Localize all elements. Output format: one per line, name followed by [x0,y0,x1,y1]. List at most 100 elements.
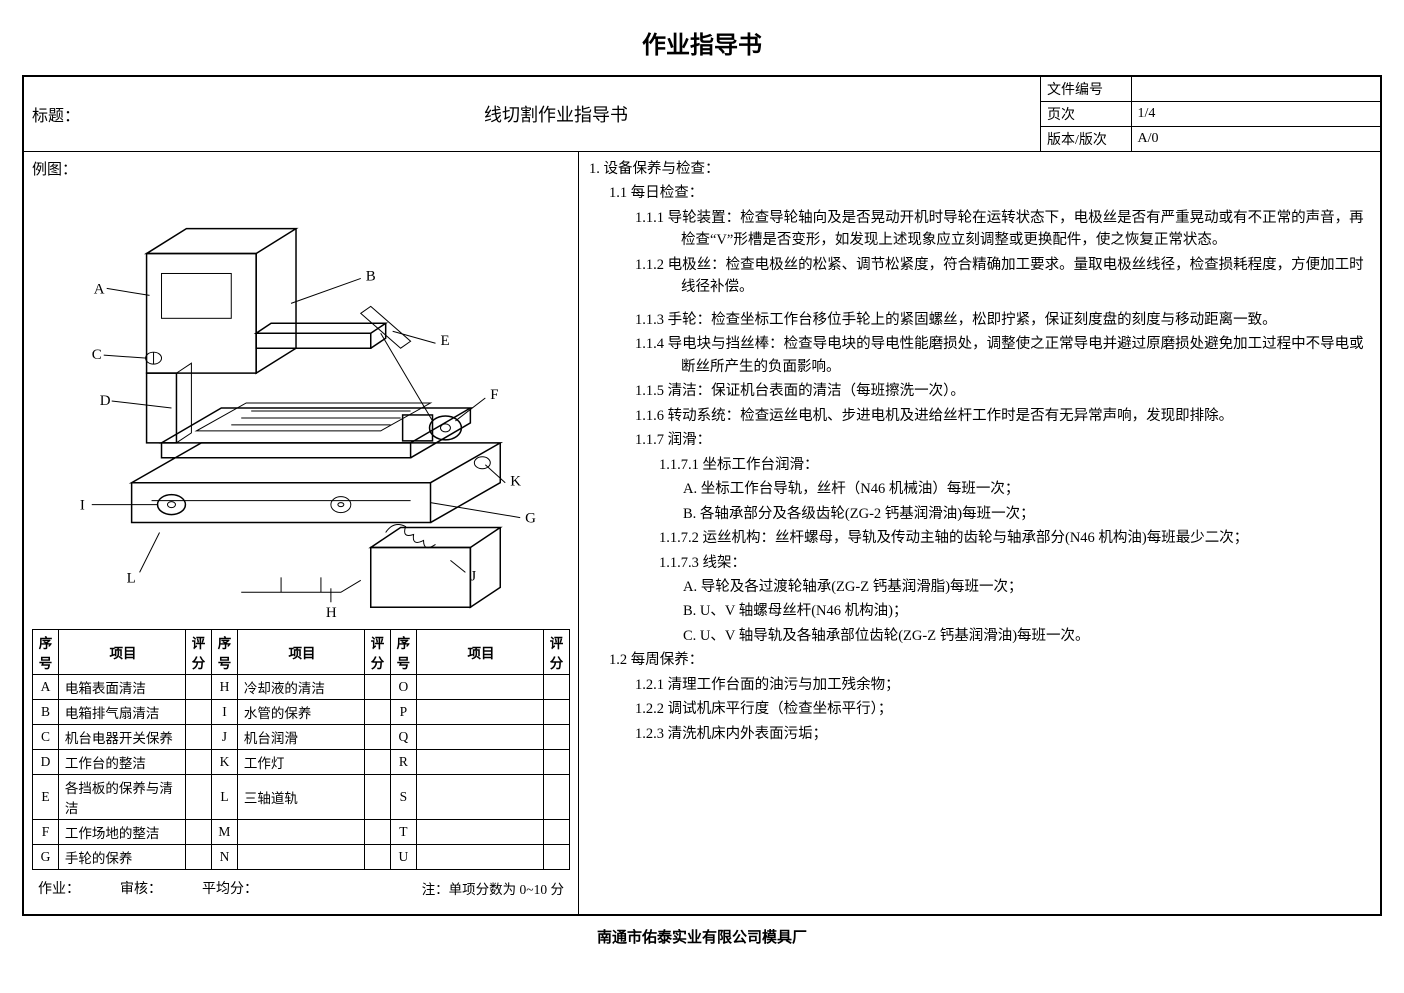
lbl-j: J [470,568,476,584]
footer-f1: 作业： [38,878,80,898]
sec-1-1-7-3: 1.1.7.3 线架： [659,552,1370,574]
left-pane: 例图： [24,152,579,914]
sec-1-1-5: 1.1.5 清洁：保证机台表面的清洁（每班擦洗一次）。 [635,380,1370,402]
sec-1-2-1: 1.2.1 清理工作台面的油污与加工残余物； [635,674,1370,696]
document-frame: 标题： 线切割作业指导书 文件编号 页次1/4 版本/版次A/0 例图： [22,75,1382,916]
table-cell: U [390,845,416,870]
table-cell: E [33,775,59,820]
table-cell: B [33,700,59,725]
lbl-l: L [127,570,136,586]
table-cell: T [390,820,416,845]
table-cell [544,725,570,750]
meta-val: 1/4 [1131,102,1380,127]
table-cell [416,820,543,845]
lbl-d: D [100,393,111,409]
meta-key: 文件编号 [1041,77,1131,102]
table-row: B电箱排气扇清洁 I水管的保养 P [33,700,570,725]
table-cell [544,750,570,775]
header-row: 标题： 线切割作业指导书 文件编号 页次1/4 版本/版次A/0 [24,77,1380,152]
table-cell: I [211,700,237,725]
lbl-i: I [80,498,85,514]
table-cell [544,845,570,870]
sec-1-2-3: 1.2.3 清洗机床内外表面污垢； [635,723,1370,745]
table-cell: N [211,845,237,870]
meta-row: 页次1/4 [1041,102,1380,127]
sec-1-1-6: 1.1.6 转动系统：检查运丝电机、步进电机及进给丝杆工作时是否有无异常声响，发… [635,405,1370,427]
table-cell: Q [390,725,416,750]
table-cell [365,675,391,700]
table-cell [544,820,570,845]
table-cell: O [390,675,416,700]
table-cell [365,820,391,845]
sec-1-1-2: 1.1.2 电极丝：检查电极丝的松紧、调节松紧度，符合精确加工要求。量取电极丝线… [635,254,1370,299]
meta-table: 文件编号 页次1/4 版本/版次A/0 [1041,77,1380,151]
table-cell: 冷却液的清洁 [237,675,364,700]
table-row: G手轮的保养NU [33,845,570,870]
th: 序号 [390,630,416,675]
sec-1-1: 1.1 每日检查： [609,182,1370,204]
lbl-c: C [92,347,102,363]
body-row: 例图： [24,152,1380,914]
footer-note: 注：单项分数为 0~10 分 [422,878,564,898]
table-cell: 机台润滑 [237,725,364,750]
page-title: 作业指导书 [22,25,1382,60]
table-cell [416,845,543,870]
lbl-e: E [440,333,449,349]
table-cell [416,750,543,775]
table-cell: D [33,750,59,775]
table-cell [365,775,391,820]
table-cell [544,775,570,820]
table-cell [416,775,543,820]
th: 评分 [186,630,212,675]
meta-key: 版本/版次 [1041,127,1131,152]
table-cell: M [211,820,237,845]
lbl-a: A [94,281,105,297]
th: 项目 [416,630,543,675]
table-cell: 手轮的保养 [58,845,185,870]
meta-val: A/0 [1131,127,1380,152]
table-cell [186,820,212,845]
sec-1-2: 1.2 每周保养： [609,649,1370,671]
sec-1-1-7-3b: B. U、V 轴螺母丝杆(N46 机构油)； [683,600,1370,622]
table-cell: 电箱排气扇清洁 [58,700,185,725]
lbl-g: G [525,511,536,527]
table-cell: P [390,700,416,725]
table-cell [365,750,391,775]
table-cell: 工作灯 [237,750,364,775]
footer-f2: 审核： [120,878,162,898]
table-cell [186,725,212,750]
meta-key: 页次 [1041,102,1131,127]
sec-1-1-4: 1.1.4 导电块与挡丝棒：检查导电块的导电性能磨损处，调整使之正常导电并避过原… [635,333,1370,378]
sec-1-1-7-1b: B. 各轴承部分及各级齿轮(ZG-2 钙基润滑油)每班一次； [683,503,1370,525]
right-pane: 1. 设备保养与检查： 1.1 每日检查： 1.1.1 导轮装置：检查导轮轴向及… [579,152,1380,914]
table-cell: 水管的保养 [237,700,364,725]
th: 项目 [58,630,185,675]
table-cell [186,775,212,820]
footer-f3: 平均分： [202,878,258,898]
table-cell: L [211,775,237,820]
table-cell [544,700,570,725]
header-left: 标题： 线切割作业指导书 [24,77,1040,151]
table-cell: K [211,750,237,775]
table-header-row: 序号 项目 评分 序号 项目 评分 序号 项目 评分 [33,630,570,675]
table-cell [365,700,391,725]
table-row: E各挡板的保养与清洁L三轴道轨S [33,775,570,820]
th: 项目 [237,630,364,675]
machine-diagram: A B C D E F G H I J K L [32,183,570,623]
sec-1-1-7-2: 1.1.7.2 运丝机构：丝杆螺母，导轨及传动主轴的齿轮与轴承部分(N46 机构… [659,527,1370,549]
table-cell: 工作场地的整洁 [58,820,185,845]
table-row: C机台电器开关保养J机台润滑Q [33,725,570,750]
th: 评分 [365,630,391,675]
table-cell [186,675,212,700]
table-cell [186,845,212,870]
table-cell: 机台电器开关保养 [58,725,185,750]
table-cell [237,845,364,870]
sec-1-1-7-3c: C. U、V 轴导轨及各轴承部位齿轮(ZG-Z 钙基润滑油)每班一次。 [683,625,1370,647]
table-cell: J [211,725,237,750]
table-cell [237,820,364,845]
table-cell: 三轴道轨 [237,775,364,820]
meta-val [1131,77,1380,102]
example-label: 例图： [32,158,570,179]
sec-1-1-7-1a: A. 坐标工作台导轨，丝杆（N46 机械油）每班一次； [683,478,1370,500]
lbl-b: B [366,268,376,284]
